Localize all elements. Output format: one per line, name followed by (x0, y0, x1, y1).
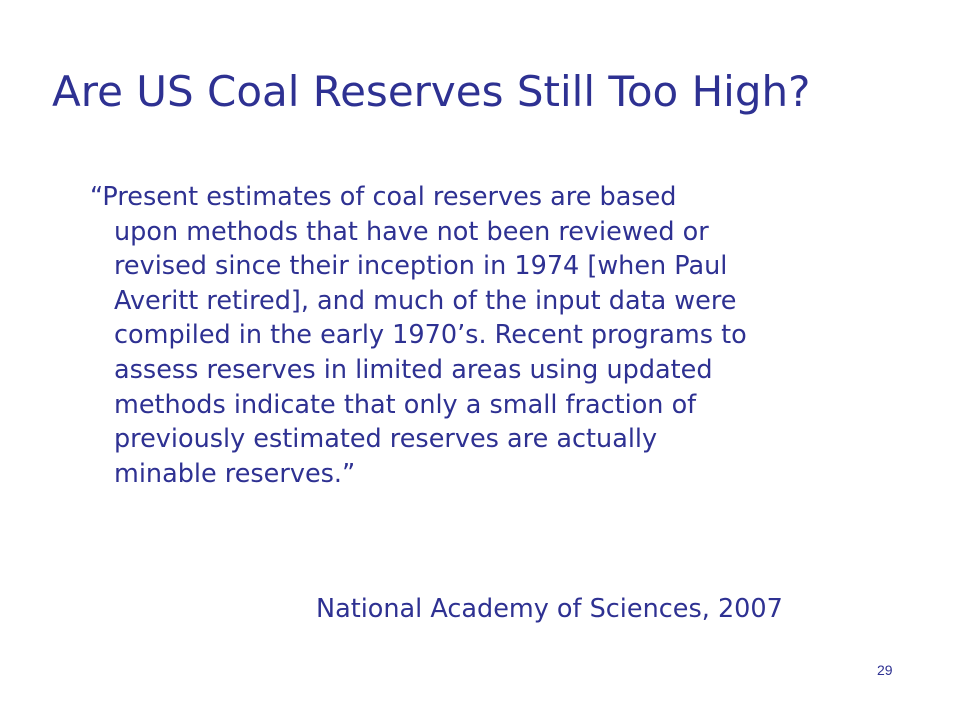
quote-attribution: National Academy of Sciences, 2007 (316, 594, 783, 624)
quote-line: previously estimated reserves are actual… (114, 424, 658, 455)
quote-line: upon methods that have not been reviewed… (114, 216, 709, 247)
quote-line: minable reserves.” (114, 458, 356, 489)
quote-line: revised since their inception in 1974 [w… (114, 251, 728, 282)
quote-line: assess reserves in limited areas using u… (114, 354, 713, 385)
quote-block: “Present estimates of coal reserves are … (84, 180, 884, 491)
slide-title: Are US Coal Reserves Still Too High? (52, 67, 811, 116)
quote-line: compiled in the early 1970’s. Recent pro… (114, 320, 747, 351)
quote-line: methods indicate that only a small fract… (114, 389, 697, 420)
page-number: 29 (877, 662, 893, 678)
quote-line: “Present estimates of coal reserves are … (90, 182, 677, 212)
quote-line: Averitt retired], and much of the input … (114, 285, 737, 316)
